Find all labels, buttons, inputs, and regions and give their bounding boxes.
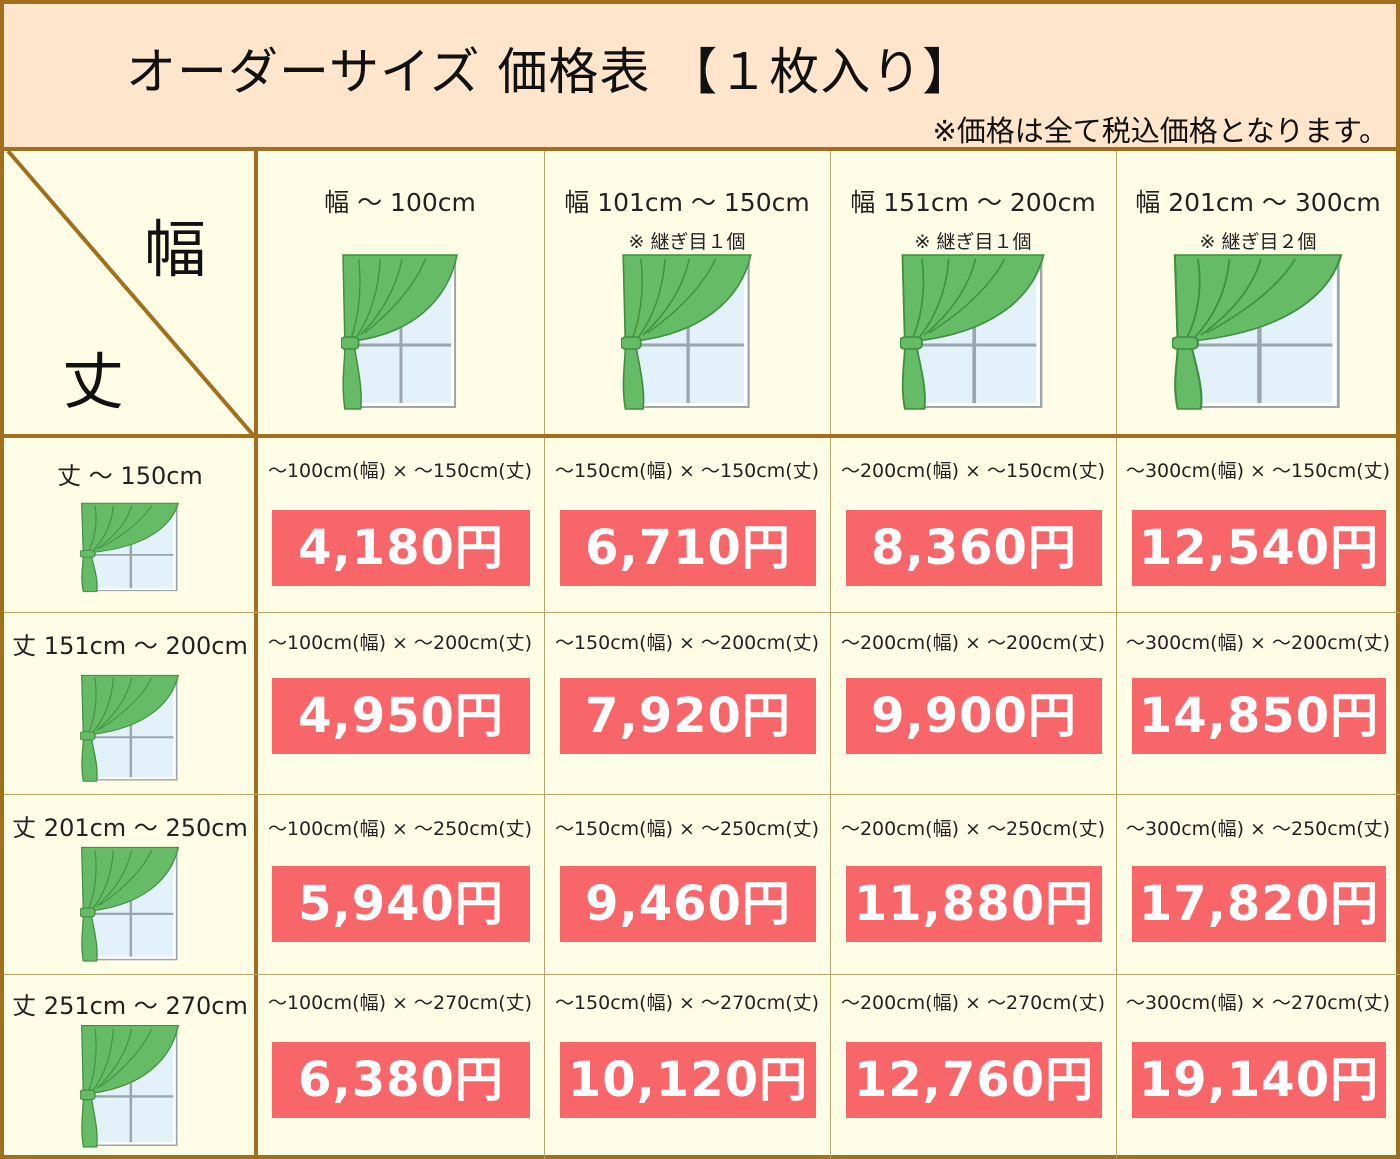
tax-note: ※価格は全て税込価格となります。 — [932, 114, 1388, 148]
row-header: 丈 ～ 150cm — [4, 436, 256, 612]
size-range-label: ～200cm(幅) × ～200cm(丈) — [840, 632, 1106, 654]
size-range-label: ～300cm(幅) × ～270cm(丈) — [1125, 992, 1391, 1014]
row-height-label: 丈 ～ 150cm — [57, 462, 203, 490]
price-tag: 14,850円 — [1132, 678, 1386, 754]
row-divider — [4, 612, 1400, 613]
row-divider — [4, 974, 1400, 975]
column-width-label: 幅 151cm ～ 200cm — [850, 188, 1096, 217]
price-tag: 5,940円 — [272, 866, 530, 942]
size-range-label: ～300cm(幅) × ～250cm(丈) — [1125, 818, 1391, 840]
price-cell: ～100cm(幅) × ～270cm(丈) 6,380円 — [256, 974, 544, 1159]
price-cell: ～200cm(幅) × ～150cm(丈) 8,360円 — [830, 436, 1116, 612]
column-header: 幅 ～ 100cm — [256, 151, 544, 436]
price-tag: 9,900円 — [846, 678, 1102, 754]
row-height-label: 丈 251cm ～ 270cm — [12, 992, 248, 1020]
size-range-label: ～300cm(幅) × ～150cm(丈) — [1125, 460, 1391, 482]
size-range-label: ～200cm(幅) × ～250cm(丈) — [840, 818, 1106, 840]
corner-height-label: 丈 — [62, 345, 125, 418]
price-tag: 8,360円 — [846, 510, 1102, 586]
curtain-window-icon — [341, 254, 458, 410]
price-cell: ～200cm(幅) × ～200cm(丈) 9,900円 — [830, 612, 1116, 794]
price-tag: 9,460円 — [560, 866, 816, 942]
column-header: 幅 151cm ～ 200cm ※ 継ぎ目１個 — [830, 151, 1116, 436]
size-range-label: ～200cm(幅) × ～270cm(丈) — [840, 992, 1106, 1014]
price-cell: ～200cm(幅) × ～250cm(丈) 11,880円 — [830, 794, 1116, 974]
price-tag: 12,540円 — [1132, 510, 1386, 586]
price-cell: ～150cm(幅) × ～150cm(丈) 6,710円 — [544, 436, 830, 612]
price-cell: ～300cm(幅) × ～270cm(丈) 19,140円 — [1116, 974, 1400, 1159]
price-tag: 11,880円 — [846, 866, 1102, 942]
column-seam-note: ※ 継ぎ目１個 — [914, 231, 1032, 253]
price-cell: ～300cm(幅) × ～250cm(丈) 17,820円 — [1116, 794, 1400, 974]
column-header: 幅 101cm ～ 150cm ※ 継ぎ目１個 — [544, 151, 830, 436]
price-cell: ～150cm(幅) × ～270cm(丈) 10,120円 — [544, 974, 830, 1159]
price-tag: 4,180円 — [272, 510, 530, 586]
column-width-label: 幅 101cm ～ 150cm — [564, 188, 810, 217]
size-range-label: ～150cm(幅) × ～250cm(丈) — [554, 818, 820, 840]
size-range-label: ～300cm(幅) × ～200cm(丈) — [1125, 632, 1391, 654]
price-cell: ～100cm(幅) × ～200cm(丈) 4,950円 — [256, 612, 544, 794]
size-range-label: ～100cm(幅) × ～200cm(丈) — [267, 632, 533, 654]
corner-diagonal — [6, 151, 256, 436]
size-range-label: ～150cm(幅) × ～270cm(丈) — [554, 992, 820, 1014]
table-header: オーダーサイズ 価格表 【１枚入り】 ※価格は全て税込価格となります。 — [4, 4, 1396, 151]
column-divider — [544, 151, 545, 1159]
row-header: 丈 251cm ～ 270cm — [4, 974, 256, 1159]
column-seam-note: ※ 継ぎ目１個 — [628, 231, 746, 253]
column-width-label: 幅 ～ 100cm — [324, 188, 476, 217]
price-tag: 10,120円 — [560, 1042, 816, 1118]
size-range-label: ～100cm(幅) × ～270cm(丈) — [267, 992, 533, 1014]
curtain-window-icon — [80, 502, 180, 593]
column-divider — [830, 151, 831, 1159]
header-column-divider — [254, 151, 258, 1159]
price-cell: ～300cm(幅) × ～150cm(丈) 12,540円 — [1116, 436, 1400, 612]
price-cell: ～200cm(幅) × ～270cm(丈) 12,760円 — [830, 974, 1116, 1159]
size-range-label: ～150cm(幅) × ～150cm(丈) — [554, 460, 820, 482]
price-tag: 6,380円 — [272, 1042, 530, 1118]
row-header: 丈 151cm ～ 200cm — [4, 612, 256, 794]
price-cell: ～100cm(幅) × ～250cm(丈) 5,940円 — [256, 794, 544, 974]
price-cell: ～150cm(幅) × ～250cm(丈) 9,460円 — [544, 794, 830, 974]
curtain-window-icon — [900, 254, 1045, 410]
price-tag: 17,820円 — [1132, 866, 1386, 942]
row-header: 丈 201cm ～ 250cm — [4, 794, 256, 974]
curtain-window-icon — [1172, 254, 1343, 410]
column-seam-note: ※ 継ぎ目２個 — [1199, 231, 1317, 253]
row-height-label: 丈 201cm ～ 250cm — [12, 814, 248, 842]
page-title: オーダーサイズ 価格表 【１枚入り】 — [126, 43, 974, 101]
size-range-label: ～200cm(幅) × ～150cm(丈) — [840, 460, 1106, 482]
header-row-divider — [4, 434, 1400, 438]
size-range-label: ～150cm(幅) × ～200cm(丈) — [554, 632, 820, 654]
curtain-window-icon — [621, 254, 752, 410]
size-range-label: ～100cm(幅) × ～250cm(丈) — [267, 818, 533, 840]
column-header: 幅 201cm ～ 300cm ※ 継ぎ目２個 — [1116, 151, 1400, 436]
row-divider — [4, 794, 1400, 795]
curtain-window-icon — [80, 1024, 180, 1148]
price-tag: 19,140円 — [1132, 1042, 1386, 1118]
curtain-window-icon — [80, 674, 180, 782]
size-range-label: ～100cm(幅) × ～150cm(丈) — [267, 460, 533, 482]
row-height-label: 丈 151cm ～ 200cm — [12, 632, 248, 660]
price-tag: 4,950円 — [272, 678, 530, 754]
price-tag: 6,710円 — [560, 510, 816, 586]
corner-cell: 幅 丈 — [4, 151, 256, 436]
price-tag: 7,920円 — [560, 678, 816, 754]
curtain-window-icon — [80, 846, 180, 962]
price-cell: ～300cm(幅) × ～200cm(丈) 14,850円 — [1116, 612, 1400, 794]
price-cell: ～100cm(幅) × ～150cm(丈) 4,180円 — [256, 436, 544, 612]
corner-width-label: 幅 — [144, 213, 207, 286]
price-cell: ～150cm(幅) × ～200cm(丈) 7,920円 — [544, 612, 830, 794]
price-tag: 12,760円 — [846, 1042, 1102, 1118]
column-width-label: 幅 201cm ～ 300cm — [1135, 188, 1381, 217]
column-divider — [1116, 151, 1117, 1159]
